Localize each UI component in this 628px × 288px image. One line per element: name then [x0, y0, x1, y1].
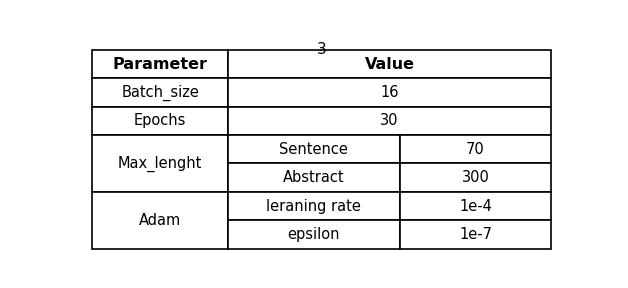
Text: Abstract: Abstract — [283, 170, 345, 185]
Text: 16: 16 — [381, 85, 399, 100]
Bar — [228, 164, 400, 192]
Text: Batch_size: Batch_size — [121, 84, 199, 101]
Text: 300: 300 — [462, 170, 489, 185]
Text: Max_lenght: Max_lenght — [118, 156, 202, 172]
Text: Epochs: Epochs — [134, 113, 187, 128]
Text: Value: Value — [364, 57, 414, 72]
Text: Sentence: Sentence — [279, 142, 349, 157]
Bar — [228, 192, 400, 220]
Text: Parameter: Parameter — [112, 57, 208, 72]
Bar — [228, 107, 551, 135]
Bar — [400, 220, 551, 249]
Text: epsilon: epsilon — [288, 227, 340, 242]
Bar — [400, 135, 551, 164]
Bar — [400, 192, 551, 220]
Bar — [228, 135, 400, 164]
Bar — [400, 164, 551, 192]
Bar — [92, 192, 228, 249]
Bar — [92, 78, 228, 107]
Bar — [92, 107, 228, 135]
Text: 1e-7: 1e-7 — [459, 227, 492, 242]
Text: 70: 70 — [466, 142, 485, 157]
Bar — [92, 50, 228, 78]
Bar — [228, 50, 551, 78]
Bar — [92, 135, 228, 192]
Text: 1e-4: 1e-4 — [459, 198, 492, 213]
Text: 3: 3 — [317, 42, 327, 57]
Bar — [228, 220, 400, 249]
Bar — [228, 78, 551, 107]
Text: leraning rate: leraning rate — [266, 198, 361, 213]
Text: 30: 30 — [381, 113, 399, 128]
Text: Adam: Adam — [139, 213, 181, 228]
